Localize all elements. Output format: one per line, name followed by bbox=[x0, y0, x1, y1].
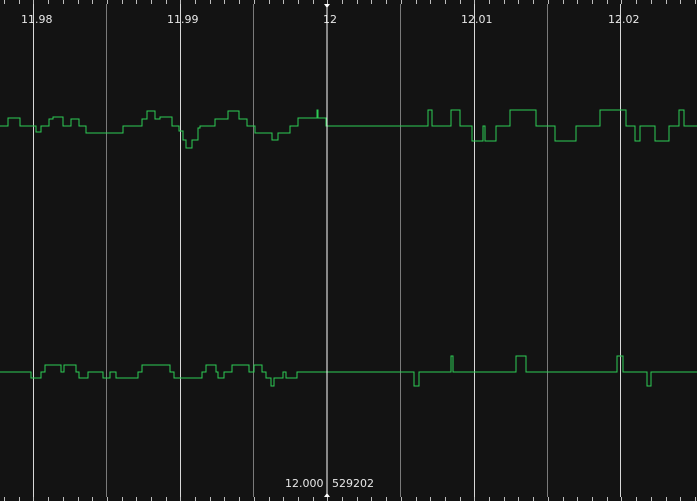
time-tick-label: 12.02 bbox=[608, 13, 640, 26]
time-tick-label: 11.98 bbox=[21, 13, 53, 26]
signal-trace-channel-2[interactable] bbox=[0, 355, 697, 387]
time-tick-label: 12.01 bbox=[461, 13, 493, 26]
cursor-sample-readout: 529202 bbox=[332, 477, 374, 490]
time-tick-label: 12 bbox=[323, 13, 337, 26]
bottom-time-ruler[interactable] bbox=[4, 497, 696, 501]
signal-trace-channel-1[interactable] bbox=[0, 109, 697, 149]
top-time-ruler[interactable] bbox=[4, 0, 696, 4]
minor-grid bbox=[106, 4, 548, 497]
time-tick-label: 11.99 bbox=[167, 13, 199, 26]
cursor-bottom-marker[interactable] bbox=[324, 493, 330, 497]
cursor-time-readout: 12.000 bbox=[285, 477, 324, 490]
major-grid bbox=[33, 4, 621, 497]
cursor-top-marker[interactable] bbox=[324, 4, 330, 8]
time-tick-labels: 11.98 11.99 12 12.01 12.02 bbox=[21, 13, 640, 26]
